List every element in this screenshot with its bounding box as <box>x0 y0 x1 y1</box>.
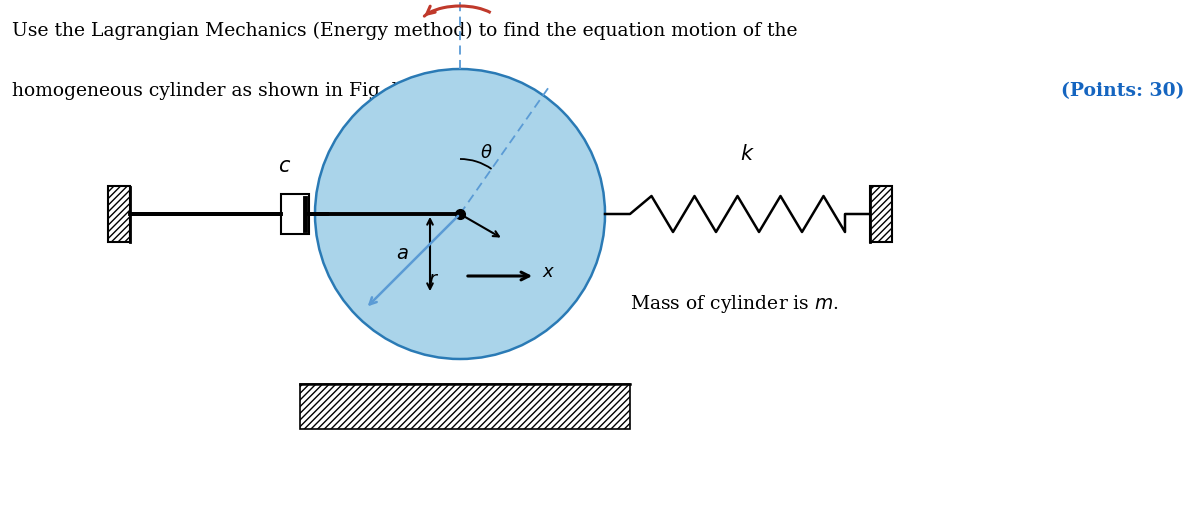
Text: $c$: $c$ <box>279 157 292 176</box>
Bar <box>300 384 630 429</box>
Bar <box>869 187 892 242</box>
Bar <box>108 187 130 242</box>
Text: $r$: $r$ <box>428 271 439 289</box>
Text: $a$: $a$ <box>396 245 408 263</box>
Circle shape <box>315 69 605 359</box>
Text: Use the Lagrangian Mechanics (Energy method) to find the equation motion of the: Use the Lagrangian Mechanics (Energy met… <box>12 22 798 40</box>
Text: $\theta$: $\theta$ <box>480 144 493 162</box>
Text: $k$: $k$ <box>740 144 755 164</box>
Text: Mass of cylinder is $m$.: Mass of cylinder is $m$. <box>630 293 838 315</box>
Text: $x$: $x$ <box>542 263 555 281</box>
Text: homogeneous cylinder as shown in Fig. below.: homogeneous cylinder as shown in Fig. be… <box>12 82 452 100</box>
Bar <box>281 194 309 234</box>
Text: (Points: 30): (Points: 30) <box>1061 82 1184 100</box>
